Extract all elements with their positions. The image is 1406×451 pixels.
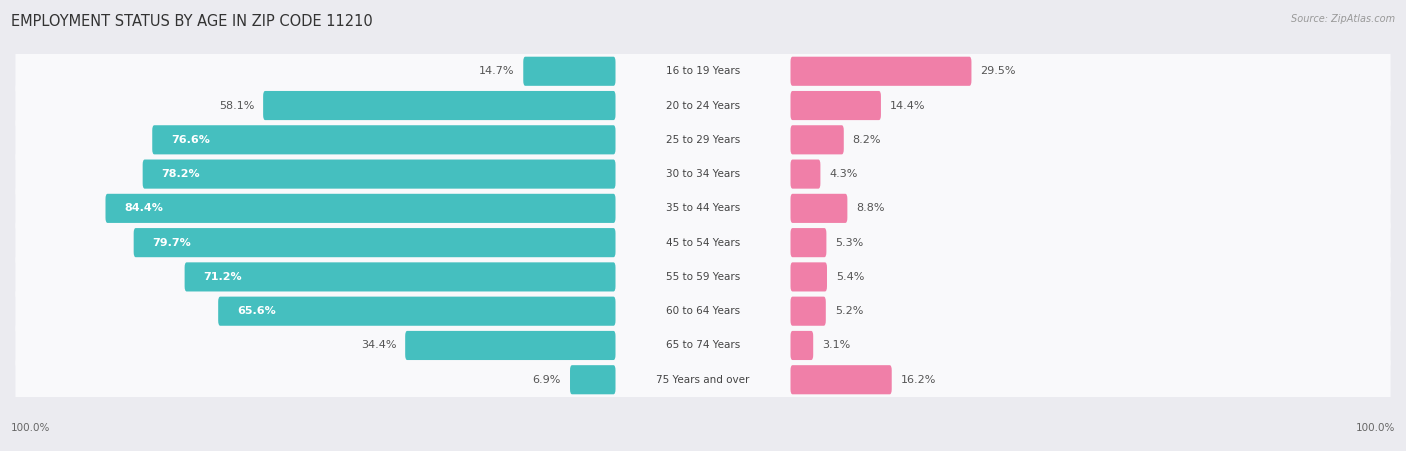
- FancyBboxPatch shape: [523, 57, 616, 86]
- Text: 20 to 24 Years: 20 to 24 Years: [666, 101, 740, 110]
- FancyBboxPatch shape: [790, 125, 844, 154]
- FancyBboxPatch shape: [142, 160, 616, 189]
- Text: 65 to 74 Years: 65 to 74 Years: [666, 341, 740, 350]
- Text: 58.1%: 58.1%: [219, 101, 254, 110]
- Text: 8.8%: 8.8%: [856, 203, 884, 213]
- Text: 29.5%: 29.5%: [980, 66, 1017, 76]
- FancyBboxPatch shape: [790, 194, 848, 223]
- Text: 5.4%: 5.4%: [837, 272, 865, 282]
- Text: 8.2%: 8.2%: [852, 135, 882, 145]
- Text: 100.0%: 100.0%: [1355, 423, 1395, 433]
- Text: 25 to 29 Years: 25 to 29 Years: [666, 135, 740, 145]
- FancyBboxPatch shape: [152, 125, 616, 154]
- FancyBboxPatch shape: [263, 91, 616, 120]
- Text: 84.4%: 84.4%: [124, 203, 163, 213]
- FancyBboxPatch shape: [790, 228, 827, 257]
- Text: 60 to 64 Years: 60 to 64 Years: [666, 306, 740, 316]
- Text: 30 to 34 Years: 30 to 34 Years: [666, 169, 740, 179]
- Text: 16.2%: 16.2%: [901, 375, 936, 385]
- Text: 65.6%: 65.6%: [236, 306, 276, 316]
- FancyBboxPatch shape: [790, 160, 821, 189]
- FancyBboxPatch shape: [105, 194, 616, 223]
- FancyBboxPatch shape: [184, 262, 616, 291]
- FancyBboxPatch shape: [15, 185, 1391, 232]
- FancyBboxPatch shape: [790, 297, 825, 326]
- FancyBboxPatch shape: [15, 82, 1391, 129]
- Text: 5.2%: 5.2%: [835, 306, 863, 316]
- FancyBboxPatch shape: [405, 331, 616, 360]
- Text: 45 to 54 Years: 45 to 54 Years: [666, 238, 740, 248]
- FancyBboxPatch shape: [790, 331, 813, 360]
- FancyBboxPatch shape: [790, 57, 972, 86]
- FancyBboxPatch shape: [15, 288, 1391, 335]
- Text: 78.2%: 78.2%: [162, 169, 200, 179]
- FancyBboxPatch shape: [790, 262, 827, 291]
- Text: 35 to 44 Years: 35 to 44 Years: [666, 203, 740, 213]
- Text: 14.4%: 14.4%: [890, 101, 925, 110]
- FancyBboxPatch shape: [15, 253, 1391, 300]
- Text: 16 to 19 Years: 16 to 19 Years: [666, 66, 740, 76]
- Text: 100.0%: 100.0%: [11, 423, 51, 433]
- FancyBboxPatch shape: [218, 297, 616, 326]
- Text: 4.3%: 4.3%: [830, 169, 858, 179]
- Text: 34.4%: 34.4%: [361, 341, 396, 350]
- Text: 6.9%: 6.9%: [533, 375, 561, 385]
- Text: 71.2%: 71.2%: [204, 272, 242, 282]
- FancyBboxPatch shape: [15, 151, 1391, 198]
- FancyBboxPatch shape: [790, 365, 891, 394]
- Text: 76.6%: 76.6%: [172, 135, 209, 145]
- Text: 5.3%: 5.3%: [835, 238, 863, 248]
- FancyBboxPatch shape: [569, 365, 616, 394]
- FancyBboxPatch shape: [134, 228, 616, 257]
- Text: EMPLOYMENT STATUS BY AGE IN ZIP CODE 11210: EMPLOYMENT STATUS BY AGE IN ZIP CODE 112…: [11, 14, 373, 28]
- Text: 14.7%: 14.7%: [479, 66, 515, 76]
- Text: 79.7%: 79.7%: [152, 238, 191, 248]
- FancyBboxPatch shape: [15, 48, 1391, 95]
- Text: 3.1%: 3.1%: [823, 341, 851, 350]
- FancyBboxPatch shape: [15, 356, 1391, 403]
- FancyBboxPatch shape: [15, 219, 1391, 266]
- FancyBboxPatch shape: [15, 116, 1391, 163]
- Text: 55 to 59 Years: 55 to 59 Years: [666, 272, 740, 282]
- Text: Source: ZipAtlas.com: Source: ZipAtlas.com: [1291, 14, 1395, 23]
- Text: 75 Years and over: 75 Years and over: [657, 375, 749, 385]
- Legend: In Labor Force, Unemployed: In Labor Force, Unemployed: [603, 447, 803, 451]
- FancyBboxPatch shape: [15, 322, 1391, 369]
- FancyBboxPatch shape: [790, 91, 882, 120]
